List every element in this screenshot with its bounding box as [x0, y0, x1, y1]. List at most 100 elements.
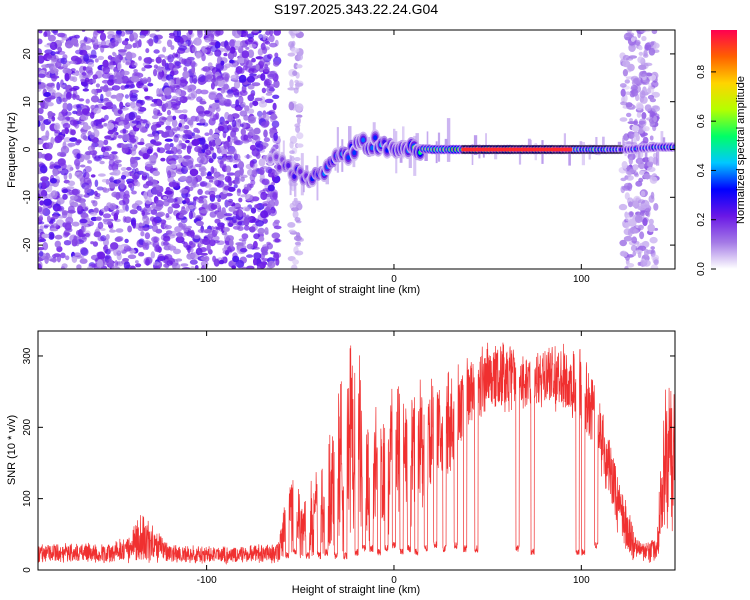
noise-blob [653, 203, 659, 211]
noise-blob [240, 248, 248, 253]
noise-blob [144, 95, 151, 100]
noise-blob [226, 45, 231, 51]
signal-smear [656, 145, 660, 166]
noise-blob [248, 68, 255, 74]
noise-blob [176, 30, 182, 38]
noise-blob [167, 155, 174, 159]
noise-blob [195, 220, 204, 227]
noise-blob [85, 185, 92, 194]
noise-blob [173, 67, 178, 71]
noise-blob [122, 128, 127, 135]
snr-y-axis-label: SNR (10 * v/v) [6, 415, 18, 485]
noise-blob [191, 139, 200, 146]
noise-blob [226, 89, 234, 94]
noise-blob [214, 229, 219, 235]
noise-blob [188, 30, 193, 35]
noise-blob [618, 166, 627, 174]
noise-blob [274, 52, 279, 58]
noise-blob [120, 143, 129, 148]
noise-blob [231, 127, 240, 133]
spectrogram-y-tick-label: 0 [22, 146, 33, 152]
noise-blob [84, 165, 92, 173]
noise-blob [54, 129, 61, 134]
colorbar-ticks: 0.0 0.2 0.4 0.6 0.8 [696, 64, 716, 276]
noise-blob [90, 95, 100, 103]
noise-blob [140, 30, 149, 35]
noise-blob [208, 190, 216, 196]
noise-blob [267, 71, 276, 80]
noise-blob [43, 198, 52, 206]
noise-blob [45, 54, 53, 59]
noise-blob [90, 174, 96, 178]
noise-blob [120, 175, 127, 180]
noise-blob [638, 51, 644, 56]
noise-blob [93, 207, 100, 214]
noise-blob [145, 48, 150, 54]
noise-blob [131, 61, 138, 68]
noise-blob [246, 243, 254, 250]
noise-blob [175, 51, 181, 59]
noise-blob [292, 30, 301, 34]
noise-blob [264, 98, 274, 104]
noise-blob [625, 91, 631, 95]
noise-blob [180, 263, 189, 267]
noise-blob [80, 212, 89, 218]
noise-blob [192, 46, 197, 54]
noise-blob [65, 255, 70, 261]
noise-blob [235, 259, 245, 268]
noise-blob [101, 79, 110, 84]
noise-blob [620, 185, 626, 194]
noise-blob [130, 148, 137, 156]
noise-blob [69, 137, 78, 142]
noise-blob [260, 73, 266, 81]
noise-blob [130, 32, 139, 40]
noise-blob [109, 203, 117, 211]
noise-blob [125, 247, 133, 252]
noise-blob [630, 37, 636, 42]
colorbar-tick-label: 0.8 [696, 64, 707, 78]
noise-blob [631, 200, 640, 208]
noise-blob [46, 42, 56, 46]
noise-blob [116, 261, 124, 267]
noise-blob [153, 35, 159, 43]
noise-blob [56, 197, 65, 205]
noise-blob [235, 66, 243, 74]
noise-blob [248, 43, 257, 49]
noise-blob [194, 163, 202, 168]
noise-blob [111, 265, 120, 269]
noise-blob [60, 57, 68, 65]
noise-blob [106, 122, 115, 130]
noise-blob [203, 264, 208, 268]
noise-blob [638, 127, 644, 134]
noise-blob [163, 235, 171, 242]
noise-blob [63, 240, 72, 246]
noise-blob [142, 119, 148, 124]
noise-blob [124, 84, 129, 89]
noise-blob [125, 166, 132, 171]
signal-blob [352, 150, 357, 156]
noise-blob [205, 175, 215, 180]
noise-blob [144, 232, 151, 240]
noise-blob [156, 147, 161, 153]
noise-blob [238, 74, 247, 83]
noise-blob [273, 252, 280, 261]
noise-blob [273, 132, 278, 142]
noise-blob [72, 76, 78, 83]
noise-blob [639, 70, 648, 77]
noise-blob [239, 167, 244, 176]
noise-blob [628, 43, 636, 52]
noise-blob [54, 240, 61, 248]
noise-blob [101, 178, 109, 183]
snr-frame [37, 330, 676, 571]
noise-blob [624, 222, 630, 227]
noise-blob [620, 88, 626, 97]
noise-blob [100, 93, 104, 102]
noise-blob [79, 164, 86, 168]
noise-blob [199, 209, 209, 214]
signal-smear [426, 131, 429, 150]
noise-blob [108, 158, 115, 167]
noise-blob [629, 211, 634, 218]
noise-blob [138, 56, 142, 61]
noise-blob [75, 162, 80, 170]
spectrogram-y-axis-label: Frequency (Hz) [6, 112, 18, 188]
